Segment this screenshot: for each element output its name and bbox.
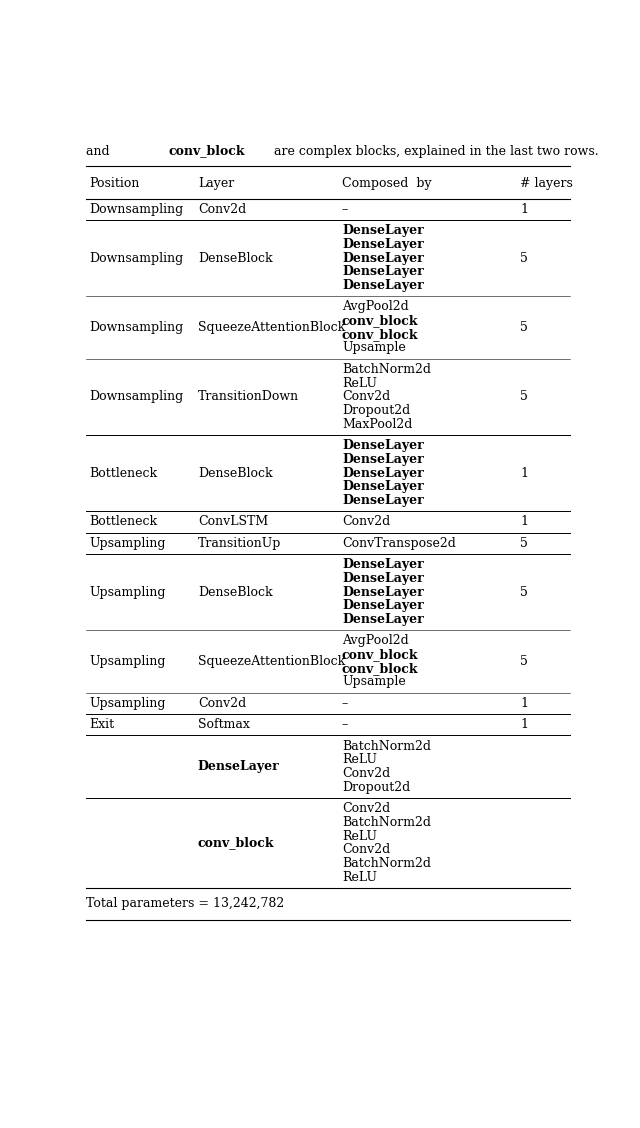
Text: –: – [342,203,348,215]
Text: SqueezeAttentionBlock: SqueezeAttentionBlock [198,320,345,334]
Text: Conv2d: Conv2d [342,515,390,528]
Text: Softmax: Softmax [198,719,250,731]
Text: Bottleneck: Bottleneck [90,467,157,479]
Text: and: and [86,144,114,158]
Text: are complex blocks, explained in the last two rows.: are complex blocks, explained in the las… [269,144,598,158]
Text: DenseLayer: DenseLayer [342,252,424,265]
Text: 5: 5 [520,390,528,404]
Text: ReLU: ReLU [342,871,377,883]
Text: BatchNorm2d: BatchNorm2d [342,857,431,870]
Text: Downsampling: Downsampling [90,390,184,404]
Text: 1: 1 [520,203,528,215]
Text: conv_block: conv_block [342,649,419,661]
Text: conv_block: conv_block [168,144,244,158]
Text: ReLU: ReLU [342,377,377,389]
Text: Dropout2d: Dropout2d [342,781,410,794]
Text: 1: 1 [520,719,528,731]
Text: Bottleneck: Bottleneck [90,515,157,528]
Text: DenseBlock: DenseBlock [198,585,273,599]
Text: 1: 1 [520,697,528,710]
Text: –: – [342,719,348,731]
Text: conv_block: conv_block [342,328,419,341]
Text: 5: 5 [520,585,528,599]
Text: Upsampling: Upsampling [90,697,166,710]
Text: BatchNorm2d: BatchNorm2d [342,740,431,752]
Text: # layers: # layers [520,177,573,190]
Text: Conv2d: Conv2d [342,844,390,856]
Text: DenseBlock: DenseBlock [198,252,273,265]
Text: 5: 5 [520,252,528,265]
Text: Layer: Layer [198,177,234,190]
Text: –: – [342,697,348,710]
Text: Conv2d: Conv2d [198,697,246,710]
Text: Conv2d: Conv2d [342,390,390,404]
Text: conv_block: conv_block [342,662,419,675]
Text: SqueezeAttentionBlock: SqueezeAttentionBlock [198,655,345,668]
Text: 1: 1 [520,515,528,528]
Text: Upsampling: Upsampling [90,585,166,599]
Text: DenseLayer: DenseLayer [342,279,424,292]
Text: Downsampling: Downsampling [90,320,184,334]
Text: BatchNorm2d: BatchNorm2d [342,816,431,829]
Text: DenseLayer: DenseLayer [342,452,424,466]
Text: DenseLayer: DenseLayer [342,481,424,493]
Text: ReLU: ReLU [342,829,377,843]
Text: DenseLayer: DenseLayer [342,238,424,250]
Text: ConvLSTM: ConvLSTM [198,515,268,528]
Text: Upsampling: Upsampling [90,537,166,549]
Text: DenseLayer: DenseLayer [342,467,424,479]
Text: Exit: Exit [90,719,115,731]
Text: Upsampling: Upsampling [90,655,166,668]
Text: DenseLayer: DenseLayer [342,439,424,452]
Text: DenseLayer: DenseLayer [342,599,424,613]
Text: DenseLayer: DenseLayer [342,613,424,626]
Text: DenseLayer: DenseLayer [342,224,424,237]
Text: Dropout2d: Dropout2d [342,404,410,417]
Text: Position: Position [90,177,140,190]
Text: 5: 5 [520,537,528,549]
Text: DenseLayer: DenseLayer [342,265,424,279]
Text: Downsampling: Downsampling [90,203,184,215]
Text: DenseLayer: DenseLayer [342,572,424,584]
Text: BatchNorm2d: BatchNorm2d [342,363,431,376]
Text: DenseLayer: DenseLayer [198,760,280,774]
Text: ReLU: ReLU [342,754,377,766]
Text: conv_block: conv_block [198,837,275,849]
Text: Conv2d: Conv2d [342,767,390,781]
Text: AvgPool2d: AvgPool2d [342,634,409,647]
Text: DenseLayer: DenseLayer [342,585,424,599]
Text: conv_block: conv_block [342,314,419,327]
Text: Upsample: Upsample [342,342,406,354]
Text: Conv2d: Conv2d [198,203,246,215]
Text: DenseLayer: DenseLayer [342,558,424,571]
Text: DenseLayer: DenseLayer [342,494,424,506]
Text: 5: 5 [520,320,528,334]
Text: Composed  by: Composed by [342,177,431,190]
Text: Downsampling: Downsampling [90,252,184,265]
Text: Conv2d: Conv2d [342,802,390,816]
Text: TransitionDown: TransitionDown [198,390,299,404]
Text: ConvTranspose2d: ConvTranspose2d [342,537,456,549]
Text: DenseBlock: DenseBlock [198,467,273,479]
Text: MaxPool2d: MaxPool2d [342,417,412,431]
Text: Upsample: Upsample [342,676,406,688]
Text: Total parameters = 13,242,782: Total parameters = 13,242,782 [86,897,284,910]
Text: TransitionUp: TransitionUp [198,537,281,549]
Text: AvgPool2d: AvgPool2d [342,300,409,314]
Text: 1: 1 [520,467,528,479]
Text: 5: 5 [520,655,528,668]
